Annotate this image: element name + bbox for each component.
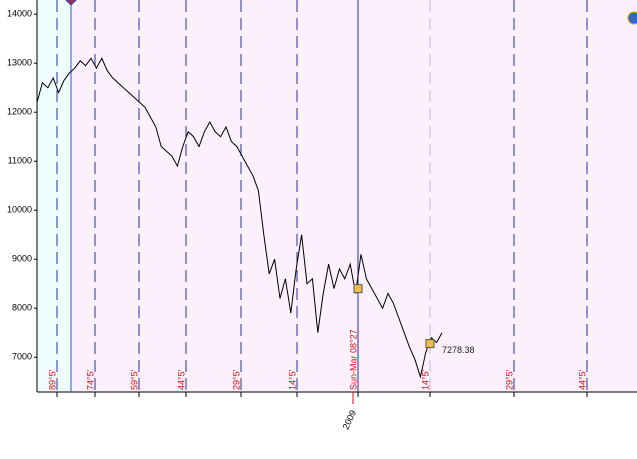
y-tick-label: 13000 (7, 58, 32, 68)
marker (353, 284, 363, 294)
cycle-label: 29°5' (504, 369, 514, 390)
y-tick-label: 9000 (12, 254, 32, 264)
marker (425, 339, 435, 349)
plot-area-past (37, 0, 71, 392)
y-tick-label: 10000 (7, 205, 32, 215)
cycle-label: 14°5' (420, 369, 430, 390)
y-tick-label: 7000 (12, 352, 32, 362)
cycle-label: 44°5' (577, 369, 587, 390)
cycle-label: 44°5' (176, 369, 186, 390)
cycle-label: 59°5' (129, 369, 139, 390)
cycle-label: 74°5' (85, 369, 95, 390)
y-tick-label: 12000 (7, 107, 32, 117)
y-tick-label: 8000 (12, 303, 32, 313)
y-tick-label: 11000 (8, 156, 32, 166)
y-tick-label: 14000 (7, 9, 32, 19)
price-line (36, 57, 443, 379)
cycle-label: 29°5' (231, 369, 241, 390)
cycle-label: 14°5' (287, 369, 297, 390)
plot-area (37, 0, 637, 392)
marker-label: 7278.38 (442, 345, 475, 355)
toolbar-icon[interactable] (627, 11, 637, 25)
cursor-handle[interactable] (65, 0, 77, 6)
cycle-label: 89°5' (47, 369, 57, 390)
cycle-label: Sun-Mar 08°27 (348, 329, 358, 390)
